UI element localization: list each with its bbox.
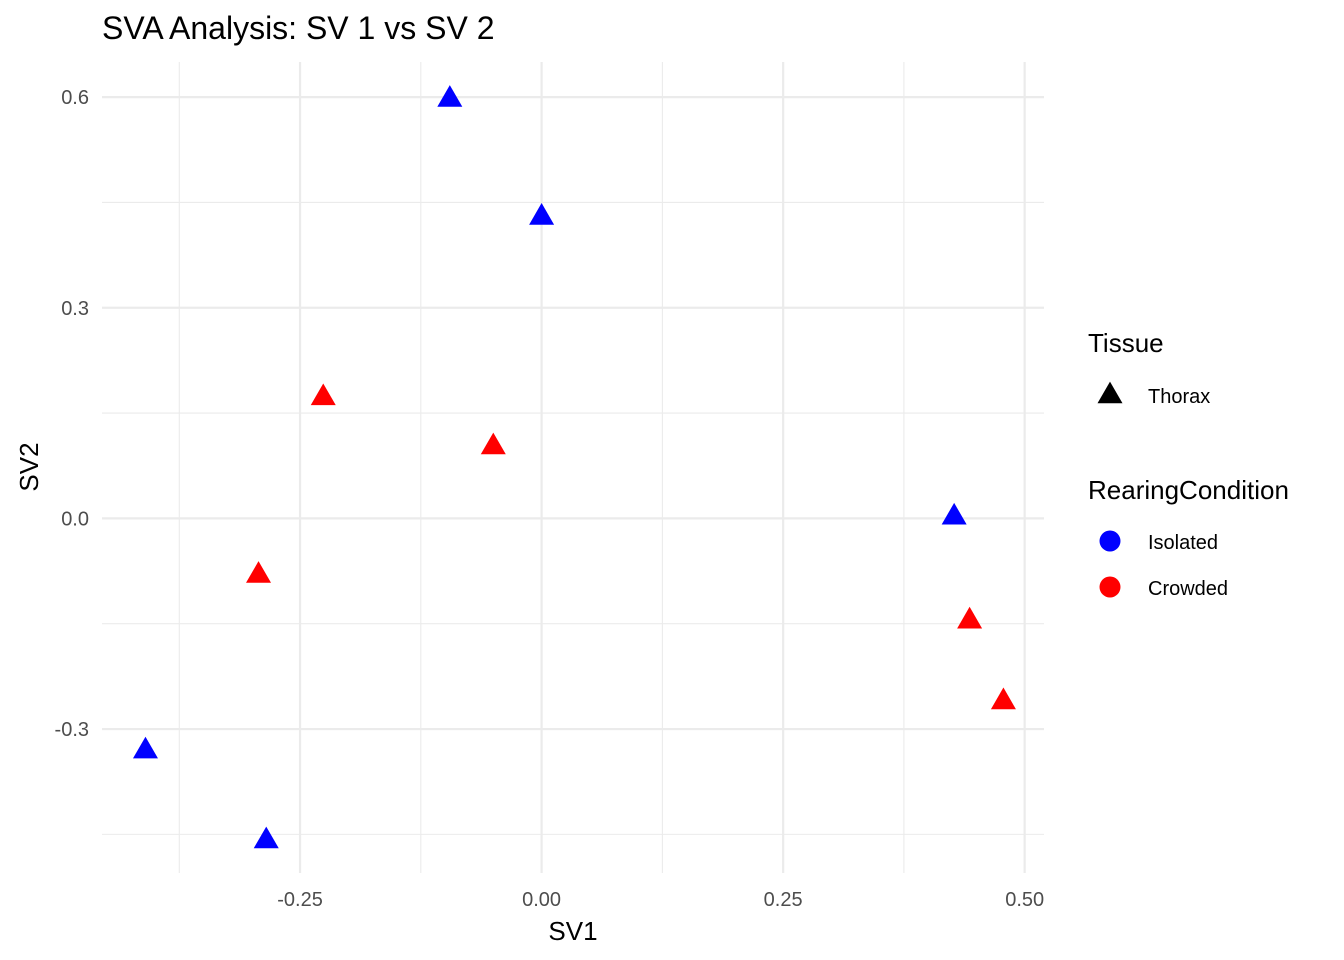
legend-key-crowded [1099, 576, 1121, 598]
x-axis-title: SV1 [548, 916, 597, 946]
point-isolated [529, 203, 555, 225]
legend-key-isolated [1099, 530, 1121, 552]
point-crowded [957, 606, 983, 629]
y-tick-label: -0.3 [55, 719, 89, 741]
x-axis-ticks: -0.25 0.00 0.25 0.50 [277, 889, 1044, 911]
y-axis-title: SV2 [14, 442, 44, 491]
point-isolated [253, 826, 279, 849]
x-tick-label: 0.50 [1005, 889, 1044, 911]
point-crowded [480, 432, 506, 455]
legend-key-triangle [1097, 381, 1123, 404]
y-tick-label: 0.0 [61, 508, 89, 530]
legend: Tissue Thorax RearingCondition Isolated Crow… [1088, 328, 1289, 600]
legend-label-isolated: Isolated [1148, 532, 1218, 554]
x-tick-label: 0.00 [522, 889, 561, 911]
legend-label-thorax: Thorax [1148, 386, 1210, 408]
data-points [132, 85, 1016, 849]
y-axis-ticks: -0.3 0.0 0.3 0.6 [55, 87, 89, 741]
x-tick-label: 0.25 [764, 889, 803, 911]
legend-title-rearing-condition: RearingCondition [1088, 475, 1289, 505]
point-crowded [246, 561, 272, 583]
point-isolated [132, 736, 158, 759]
legend-title-tissue: Tissue [1088, 328, 1164, 358]
grid [102, 62, 1044, 873]
chart-title: SVA Analysis: SV 1 vs SV 2 [102, 10, 494, 46]
x-tick-label: -0.25 [277, 889, 323, 911]
y-tick-label: 0.3 [61, 298, 89, 320]
point-crowded [990, 687, 1016, 710]
legend-label-crowded: Crowded [1148, 578, 1228, 600]
point-crowded [310, 383, 336, 406]
point-isolated [941, 502, 967, 525]
point-isolated [437, 85, 463, 107]
y-tick-label: 0.6 [61, 87, 89, 109]
